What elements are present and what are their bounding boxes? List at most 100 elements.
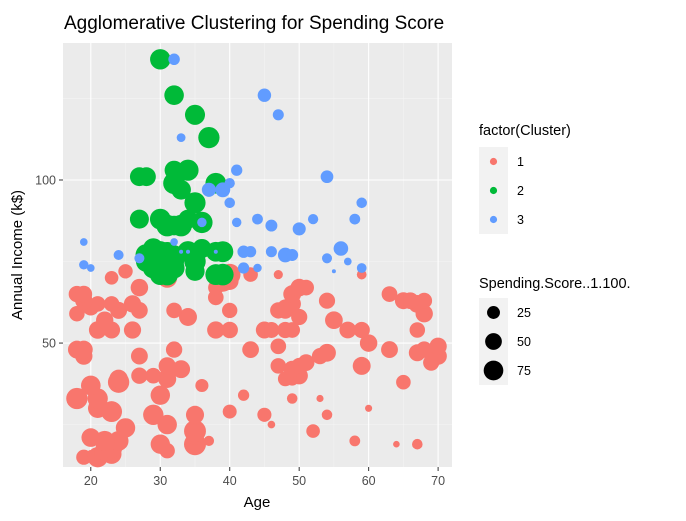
data-point [213,249,218,254]
data-point [286,393,298,404]
data-point [143,404,164,425]
data-point [184,104,206,125]
data-point [109,369,128,389]
plot-panel [63,43,452,468]
data-point [221,321,238,339]
data-point [381,286,398,302]
y-tick-label: 50 [42,337,56,351]
data-point [115,418,136,438]
x-tick-label: 70 [431,474,445,488]
data-point [168,53,180,66]
data-point [339,321,357,339]
legend-label: 2 [517,184,524,198]
data-point [131,367,148,384]
data-point [231,217,242,228]
legend-size-dot [485,333,502,350]
x-tick-label: 30 [153,474,167,488]
data-point [184,192,206,214]
panel-background [63,43,452,467]
data-point [201,182,216,197]
data-point [185,261,205,281]
legend-key-dot [489,186,498,195]
data-point [356,263,367,273]
data-point [331,269,336,274]
data-point [257,88,272,102]
data-point [179,249,184,254]
data-point [156,263,179,286]
data-point [265,219,278,232]
data-point [165,341,183,358]
data-point [325,311,343,330]
data-point [270,358,287,374]
data-point [166,302,182,319]
data-point [113,249,124,261]
x-tick-label: 40 [223,474,237,488]
y-tick-label: 100 [35,173,56,187]
data-point [349,435,361,447]
data-point [356,197,367,209]
data-point [272,109,284,121]
legend-label: 75 [517,364,531,378]
data-point [320,170,334,184]
data-point [306,424,320,438]
data-point [224,197,235,209]
data-point [333,241,349,256]
data-point [353,321,370,339]
data-point [396,374,411,390]
data-point [291,308,308,326]
data-point [86,264,95,272]
data-point [74,340,93,359]
data-point [273,270,283,280]
data-point [318,292,336,309]
data-point [286,249,299,261]
data-point [198,126,220,149]
data-point [215,182,231,198]
data-point [263,322,280,338]
x-axis-title: Age [244,494,271,511]
legend-label: 1 [517,155,524,169]
data-point [129,209,149,229]
data-point [145,367,162,384]
data-point [130,347,148,365]
data-point [252,213,263,225]
data-point [316,394,324,403]
data-point [257,407,272,422]
legend-size-dot [487,306,500,319]
data-point [416,292,433,309]
data-point [79,260,89,270]
data-point [104,270,119,285]
data-point [343,257,352,266]
spending-score-legend: Spending.Score..1.100. 25 50 75 [479,276,631,385]
data-point [237,389,250,401]
data-point [197,217,207,228]
data-point [81,428,101,447]
data-point [244,246,257,258]
data-point [163,172,186,195]
data-point [307,213,319,225]
data-point [222,302,238,319]
data-point [89,296,106,312]
data-point [66,387,88,410]
data-point [187,420,203,436]
data-point [207,321,225,339]
data-point [277,321,294,339]
data-point [349,213,361,225]
data-point [179,308,197,326]
x-axis: 20 30 40 50 60 70 [84,467,445,488]
data-point [321,253,333,264]
data-point [242,341,259,358]
cluster-legend-title: factor(Cluster) [479,123,571,139]
cluster-2-points [129,49,234,286]
x-tick-label: 50 [292,474,306,488]
data-point [292,222,306,236]
data-point [253,263,262,273]
data-point [172,360,191,379]
data-point [75,285,93,303]
data-point [211,263,234,286]
data-point [96,311,114,329]
data-point [237,262,250,274]
data-point [265,246,277,258]
data-point [359,334,378,352]
data-points [66,49,447,468]
